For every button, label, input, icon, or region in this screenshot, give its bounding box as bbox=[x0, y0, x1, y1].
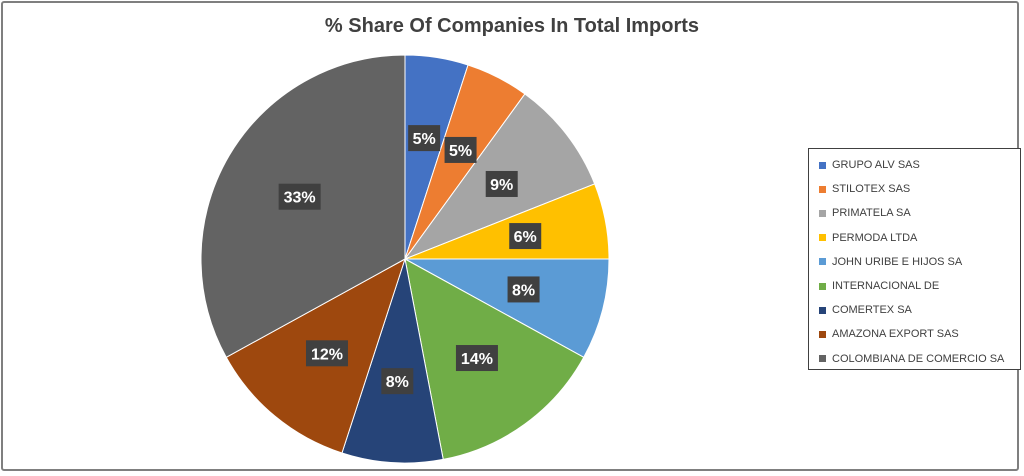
legend-label: COLOMBIANA DE COMERCIO SA bbox=[832, 352, 1005, 365]
data-label-text: 5% bbox=[413, 131, 436, 148]
data-label-box bbox=[485, 170, 518, 197]
legend-label: STILOTEX SAS bbox=[832, 183, 911, 196]
data-label-box bbox=[305, 340, 348, 367]
data-label-text: 6% bbox=[514, 229, 537, 246]
data-label-box bbox=[278, 183, 321, 210]
legend-label: INTERNACIONAL DE bbox=[832, 280, 940, 293]
data-label-text: 12% bbox=[311, 346, 343, 363]
legend-item-3: PRIMATELA SA bbox=[809, 201, 1020, 225]
legend-label: COMERTEX SA bbox=[832, 304, 912, 317]
data-label-box bbox=[444, 136, 477, 163]
data-label-4: 6% bbox=[509, 223, 542, 250]
legend-item-9: COLOMBIANA DE COMERCIO SA bbox=[809, 347, 1020, 371]
legend-swatch bbox=[819, 330, 826, 338]
legend-item-8: AMAZONA EXPORT SAS bbox=[809, 322, 1020, 346]
legend-swatch bbox=[819, 355, 826, 363]
data-label-8: 12% bbox=[305, 340, 348, 367]
data-label-box bbox=[381, 368, 414, 395]
legend-item-6: INTERNACIONAL DE bbox=[809, 274, 1020, 298]
legend-label: JOHN URIBE E HIJOS SA bbox=[832, 255, 963, 268]
legend-label: AMAZONA EXPORT SAS bbox=[832, 328, 959, 341]
legend-swatch bbox=[819, 306, 826, 314]
data-label-text: 8% bbox=[386, 374, 409, 391]
pie-chart: 5% 5% 9% 6% 8% 14% 8% 12% 33% bbox=[200, 54, 610, 464]
legend-swatch bbox=[819, 161, 826, 169]
data-label-box bbox=[509, 223, 542, 250]
legend-item-2: STILOTEX SAS bbox=[809, 177, 1020, 201]
legend-item-1: GRUPO ALV SAS bbox=[809, 153, 1020, 177]
data-label-5: 8% bbox=[507, 276, 540, 303]
data-label-box bbox=[507, 276, 540, 303]
data-label-text: 9% bbox=[490, 177, 513, 194]
data-label-box bbox=[455, 345, 498, 372]
legend-swatch bbox=[819, 185, 826, 193]
data-label-6: 14% bbox=[455, 345, 498, 372]
data-label-9: 33% bbox=[278, 183, 321, 210]
legend-swatch bbox=[819, 209, 826, 217]
legend-item-4: PERMODA LTDA bbox=[809, 226, 1020, 250]
chart-title: % Share Of Companies In Total Imports bbox=[324, 15, 700, 37]
legend-label: PRIMATELA SA bbox=[832, 207, 911, 220]
legend-swatch bbox=[819, 234, 826, 242]
data-label-text: 5% bbox=[449, 143, 472, 160]
pie-slice-7 bbox=[341, 258, 444, 464]
legend-label: GRUPO ALV SAS bbox=[832, 159, 920, 172]
data-label-7: 8% bbox=[381, 368, 414, 395]
data-label-text: 33% bbox=[284, 190, 316, 207]
data-label-text: 14% bbox=[461, 351, 493, 368]
data-label-1: 5% bbox=[408, 125, 441, 152]
legend-label: PERMODA LTDA bbox=[832, 231, 918, 244]
legend-swatch bbox=[819, 282, 826, 290]
data-label-2: 5% bbox=[444, 136, 477, 163]
legend-item-7: COMERTEX SA bbox=[809, 298, 1020, 322]
data-label-3: 9% bbox=[485, 170, 518, 197]
pie-slice-5 bbox=[404, 258, 610, 358]
legend-swatch bbox=[819, 258, 826, 266]
data-label-box bbox=[408, 125, 441, 152]
legend: GRUPO ALV SAS STILOTEX SAS PRIMATELA SA PER… bbox=[808, 148, 1021, 370]
data-label-text: 8% bbox=[512, 282, 535, 299]
legend-item-5: JOHN URIBE E HIJOS SA bbox=[809, 250, 1020, 274]
